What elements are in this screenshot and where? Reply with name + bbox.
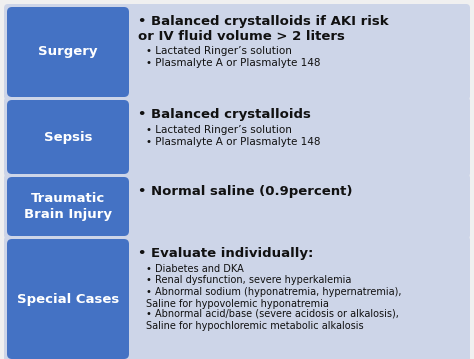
FancyBboxPatch shape [7,239,129,359]
Text: Surgery: Surgery [38,46,98,59]
Text: • Evaluate individually:: • Evaluate individually: [138,247,313,260]
Text: • Abnormal sodium (hyponatremia, hypernatremia),
Saline for hypovolemic hyponatr: • Abnormal sodium (hyponatremia, hyperna… [146,287,401,309]
FancyBboxPatch shape [4,97,470,177]
Text: • Diabetes and DKA: • Diabetes and DKA [146,264,244,274]
Text: Sepsis: Sepsis [44,131,92,144]
Text: Traumatic
Brain Injury: Traumatic Brain Injury [24,192,112,221]
FancyBboxPatch shape [4,4,470,100]
Text: Special Cases: Special Cases [17,293,119,306]
FancyBboxPatch shape [7,177,129,236]
Text: • Balanced crystalloids if AKI risk
or IV fluid volume > 2 liters: • Balanced crystalloids if AKI risk or I… [138,15,389,43]
Text: • Abnormal acid/base (severe acidosis or alkalosis),
Saline for hypochloremic me: • Abnormal acid/base (severe acidosis or… [146,309,399,331]
FancyBboxPatch shape [4,174,470,239]
Text: • Plasmalyte A or Plasmalyte 148: • Plasmalyte A or Plasmalyte 148 [146,137,320,147]
Text: • Normal saline (0.9percent): • Normal saline (0.9percent) [138,185,353,198]
Text: • Balanced crystalloids: • Balanced crystalloids [138,108,311,121]
FancyBboxPatch shape [4,236,470,359]
Text: • Renal dysfunction, severe hyperkalemia: • Renal dysfunction, severe hyperkalemia [146,275,351,285]
FancyBboxPatch shape [7,100,129,174]
FancyBboxPatch shape [7,7,129,97]
Text: • Plasmalyte A or Plasmalyte 148: • Plasmalyte A or Plasmalyte 148 [146,58,320,68]
Text: • Lactated Ringer’s solution: • Lactated Ringer’s solution [146,125,292,135]
Text: • Lactated Ringer’s solution: • Lactated Ringer’s solution [146,46,292,56]
